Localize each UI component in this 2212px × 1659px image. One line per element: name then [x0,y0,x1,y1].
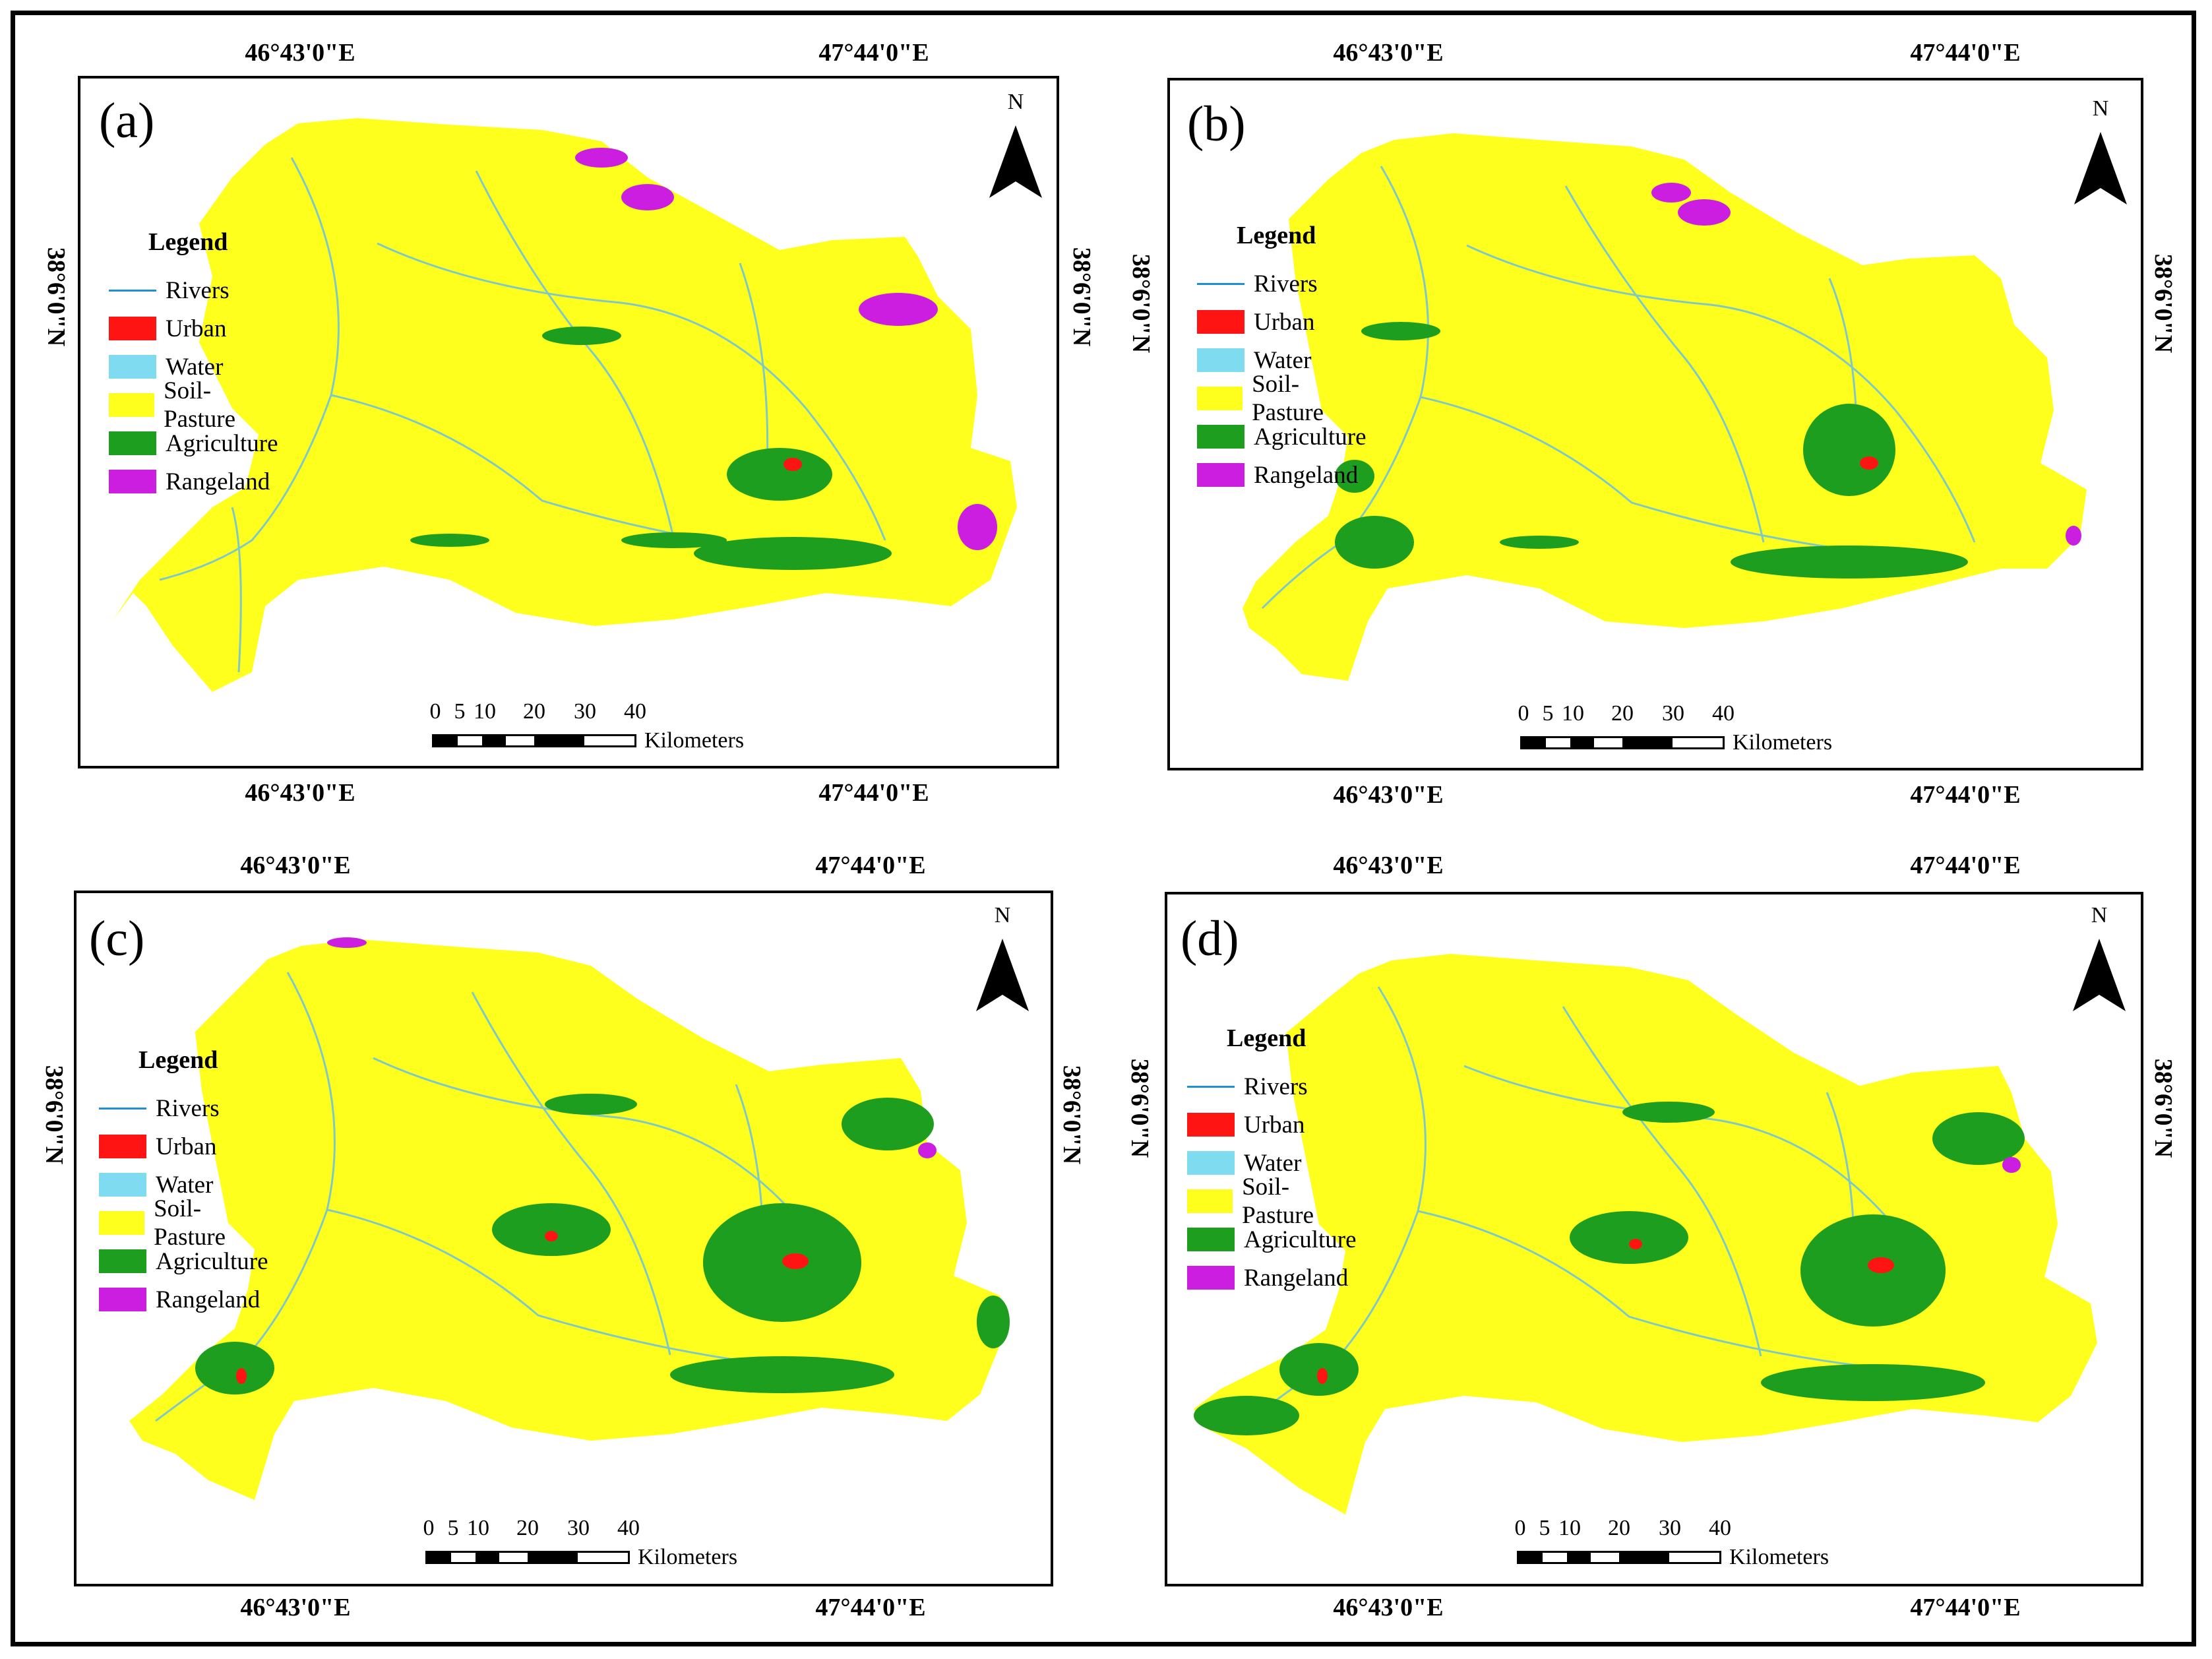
legend-title: Legend [148,228,228,256]
legend-item-water: Water [1187,1144,1357,1182]
scale-unit: Kilometers [1733,730,1833,755]
lon-label-bottom-2: 47°44'0"E [815,1594,926,1621]
lat-label-right: 38°6'0"N [1068,247,1095,347]
lon-label-top-2: 47°44'0"E [815,852,926,879]
lon-label-bottom-2: 47°44'0"E [818,779,929,807]
legend-item-agriculture: Agriculture [109,424,278,462]
legend-item-urban: Urban [109,309,278,348]
legend-item-rangeland: Rangeland [1197,456,1367,494]
legend-item-urban: Urban [1187,1106,1357,1144]
lon-label-top-1: 46°43'0"E [245,39,355,67]
rangeland-patches [575,148,997,550]
legend-item-agriculture: Agriculture [1197,418,1367,456]
urban-patches [1317,1239,1894,1384]
lon-label-top-1: 46°43'0"E [1333,852,1444,879]
watershed-map [1194,954,2097,1515]
scale-bar: 0 5 10 20 30 40 Kilometers [1518,701,1833,755]
lon-label-bottom-1: 46°43'0"E [1333,781,1444,809]
lon-label-bottom-1: 46°43'0"E [245,779,355,807]
legend: Legend Rivers Urban Water Soil-Pasture A… [109,228,278,501]
legend-item-agriculture: Agriculture [99,1242,268,1280]
legend-item-rivers: Rivers [99,1089,268,1127]
legend-item-agriculture: Agriculture [1187,1220,1357,1259]
legend-item-water: Water [1197,341,1367,379]
rangeland-patches [327,937,937,1158]
agriculture-patches [410,327,892,570]
legend-item-urban: Urban [1197,303,1367,341]
agriculture-patches [195,1094,1010,1394]
urban-patch [1860,456,1878,470]
scale-unit: Kilometers [638,1545,738,1569]
urban-patch [783,458,802,471]
legend-title: Legend [1237,222,1316,249]
lat-label-left: 38°6'0"N [1127,253,1155,354]
lon-label-top-1: 46°43'0"E [240,852,351,879]
panel-letter: (d) [1181,911,1239,966]
watershed-map [129,937,1010,1500]
legend: Legend Rivers Urban Water Soil-Pasture A… [1187,1024,1357,1297]
agriculture-patches [1335,322,1968,579]
lat-label-right: 38°6'0"N [2149,1058,2177,1158]
north-label: N [1008,90,1024,114]
scale-bar: 0 5 10 20 30 40 Kilometers [1514,1516,1829,1569]
lat-label-left: 38°6'0"N [1126,1058,1153,1158]
lon-label-top-2: 47°44'0"E [1910,852,2021,879]
legend-item-soil-pasture: Soil-Pasture [1197,371,1367,426]
lon-label-top-2: 47°44'0"E [1910,39,2021,67]
north-arrow-icon: N [2074,96,2127,204]
urban-patches [236,1231,809,1384]
lon-label-bottom-1: 46°43'0"E [240,1594,351,1621]
legend-item-urban: Urban [99,1127,268,1166]
river-network [1261,166,1976,610]
scale-unit: Kilometers [644,728,745,753]
lat-label-left: 38°6'0"N [42,247,70,347]
lon-label-top-2: 47°44'0"E [818,39,929,67]
panel-letter: (b) [1187,96,1246,152]
watershed-map [1243,133,2087,681]
north-arrow-icon: N [976,903,1029,1011]
panel-letter: (a) [99,93,155,148]
legend-item-rangeland: Rangeland [99,1280,268,1319]
lat-label-left: 38°6'0"N [40,1065,68,1165]
legend-item-soil-pasture: Soil-Pasture [109,377,278,433]
scale-unit: Kilometers [1729,1545,1829,1569]
legend-item-rangeland: Rangeland [1187,1259,1357,1297]
lon-label-bottom-2: 47°44'0"E [1910,781,2021,809]
legend-title: Legend [138,1046,218,1074]
rangeland-patches [1651,183,2081,546]
map-frame [78,76,1059,768]
legend-item-water: Water [99,1166,268,1204]
north-arrow-icon: N [989,90,1042,198]
watershed-area [1243,133,2087,681]
rangeland-patches [2002,1157,2021,1173]
north-label: N [2091,903,2108,927]
legend-item-rangeland: Rangeland [109,462,278,501]
figure-border [11,11,2196,1646]
lon-label-bottom-1: 46°43'0"E [1333,1594,1444,1621]
legend-item-soil-pasture: Soil-Pasture [1187,1174,1357,1229]
legend-item-rivers: Rivers [1197,265,1367,303]
map-frame [74,891,1053,1586]
north-arrow-icon: N [2073,903,2126,1011]
scale-bar: 0 5 10 20 30 40 Kilometers [429,699,745,753]
legend-item-rivers: Rivers [109,271,278,309]
scale-bar: 0 5 10 20 30 40 Kilometers [423,1516,738,1569]
map-frame [1165,892,2143,1586]
watershed-map [113,118,1017,692]
legend-item-water: Water [109,348,278,386]
map-frame [1167,78,2143,770]
north-label: N [2093,96,2109,121]
legend-item-soil-pasture: Soil-Pasture [99,1195,268,1251]
panel-letter: (c) [89,911,145,966]
lon-label-top-1: 46°43'0"E [1333,39,1444,67]
north-label: N [995,903,1011,927]
lat-label-right: 38°6'0"N [1058,1065,1086,1165]
lon-label-bottom-2: 47°44'0"E [1910,1594,2021,1621]
legend-title: Legend [1227,1024,1306,1052]
legend: Legend Rivers Urban Water Soil-Pasture A… [1197,221,1367,494]
legend-item-rivers: Rivers [1187,1067,1357,1106]
legend: Legend Rivers Urban Water Soil-Pasture A… [99,1046,268,1319]
lat-label-right: 38°6'0"N [2149,253,2177,354]
